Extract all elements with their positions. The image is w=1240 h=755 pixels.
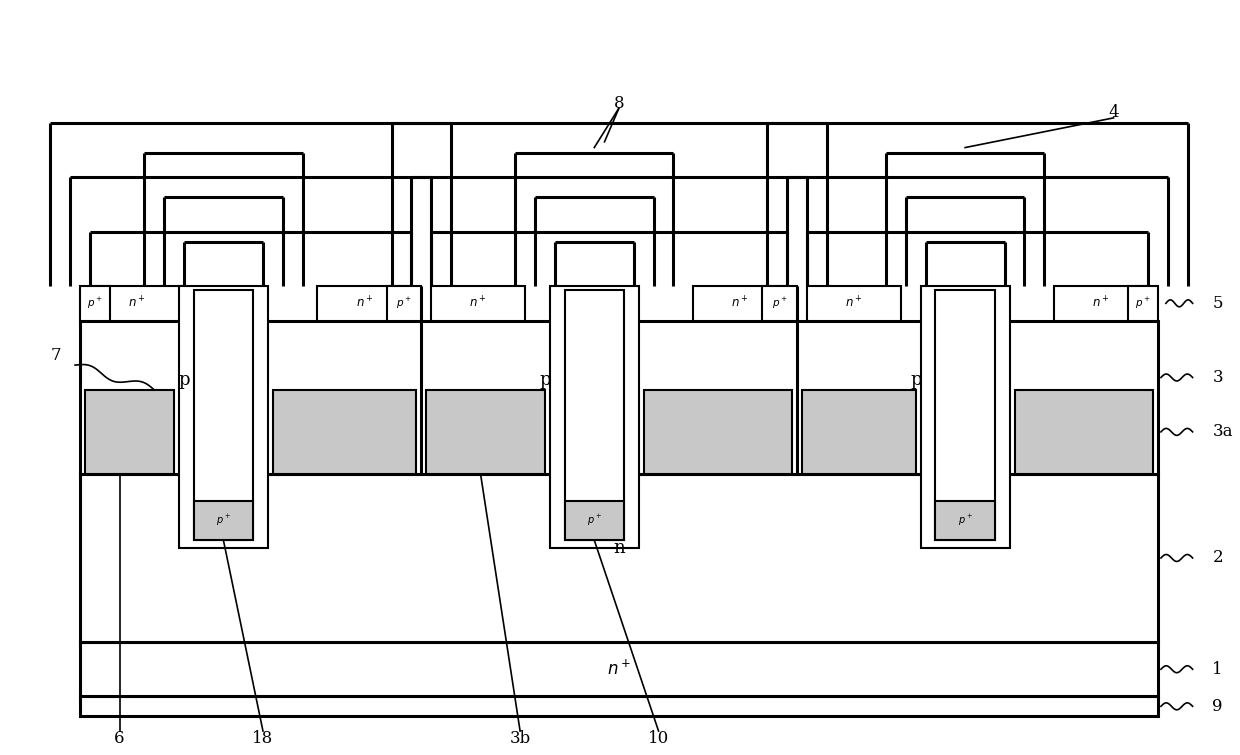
Text: 3a: 3a xyxy=(1213,424,1233,440)
Text: n: n xyxy=(613,539,625,557)
Bar xyxy=(1054,286,1148,321)
Bar xyxy=(807,286,900,321)
Text: $n^+$: $n^+$ xyxy=(469,296,487,311)
Bar xyxy=(193,290,253,540)
Bar xyxy=(920,286,1009,548)
Text: p: p xyxy=(539,371,551,389)
Text: $n^+$: $n^+$ xyxy=(1092,296,1110,311)
Text: 3: 3 xyxy=(1213,369,1223,386)
Bar xyxy=(564,501,624,540)
Text: $n^+$: $n^+$ xyxy=(606,660,631,679)
Bar xyxy=(935,290,994,540)
Text: $p^+$: $p^+$ xyxy=(1135,296,1151,311)
Bar xyxy=(81,321,1158,474)
Text: 5: 5 xyxy=(1213,295,1223,312)
Text: $p^+$: $p^+$ xyxy=(216,513,231,528)
Bar xyxy=(427,390,544,474)
Text: $n^+$: $n^+$ xyxy=(732,296,749,311)
Bar xyxy=(432,286,525,321)
Bar xyxy=(81,286,109,321)
Text: $p^+$: $p^+$ xyxy=(771,296,787,311)
Bar xyxy=(564,290,624,540)
Text: 9: 9 xyxy=(1213,698,1223,715)
Text: $p^+$: $p^+$ xyxy=(396,296,412,311)
Bar xyxy=(81,642,1158,696)
Bar xyxy=(81,696,1158,716)
Text: $n^+$: $n^+$ xyxy=(356,296,373,311)
Text: $p^+$: $p^+$ xyxy=(587,513,601,528)
Bar xyxy=(273,390,417,474)
Bar xyxy=(644,390,792,474)
Text: 18: 18 xyxy=(253,731,274,747)
Bar xyxy=(802,390,915,474)
Bar xyxy=(81,474,1158,642)
Text: 10: 10 xyxy=(649,731,670,747)
Bar xyxy=(1014,390,1153,474)
Text: 2: 2 xyxy=(1213,550,1223,566)
Bar xyxy=(693,286,787,321)
Text: 8: 8 xyxy=(614,94,624,112)
Text: p: p xyxy=(910,371,921,389)
Bar xyxy=(549,286,639,548)
Text: $p^+$: $p^+$ xyxy=(87,296,103,311)
Text: $p^+$: $p^+$ xyxy=(957,513,972,528)
Bar xyxy=(935,501,994,540)
Text: 6: 6 xyxy=(114,731,125,747)
Bar xyxy=(387,286,422,321)
Bar xyxy=(1128,286,1158,321)
Text: 4: 4 xyxy=(1109,104,1118,122)
Text: $n^+$: $n^+$ xyxy=(846,296,863,311)
Bar xyxy=(763,286,797,321)
Bar xyxy=(179,286,268,548)
Text: 3b: 3b xyxy=(510,731,531,747)
Bar xyxy=(317,286,412,321)
Text: p: p xyxy=(179,371,190,389)
Text: $n^+$: $n^+$ xyxy=(128,296,145,311)
Text: 7: 7 xyxy=(51,347,61,364)
Text: 1: 1 xyxy=(1213,661,1223,678)
Bar xyxy=(86,390,174,474)
Bar xyxy=(91,286,184,321)
Bar xyxy=(193,501,253,540)
